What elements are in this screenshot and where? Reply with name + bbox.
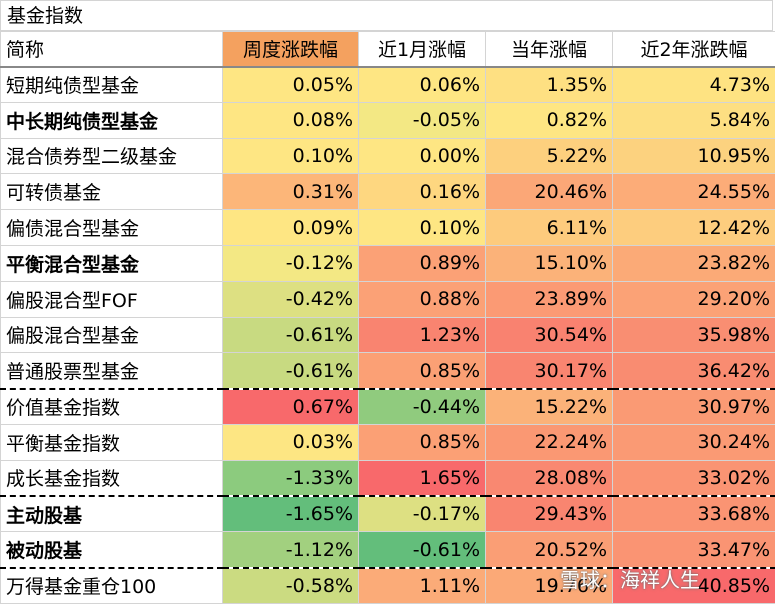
return-cell: 0.89% [359, 245, 486, 281]
header-cell: 当年涨幅 [486, 32, 613, 67]
return-cell: 29.20% [613, 281, 775, 317]
return-cell: 29.43% [486, 496, 613, 532]
return-cell: 22.24% [486, 424, 613, 460]
return-cell: 1.65% [359, 460, 486, 496]
header-cell: 近2年涨跌幅 [613, 32, 775, 67]
fund-name: 普通股票型基金 [1, 353, 223, 389]
return-cell: 1.23% [359, 317, 486, 353]
fund-name: 偏债混合型基金 [1, 210, 223, 246]
table-row: 成长基金指数-1.33%1.65%28.08%33.02% [1, 460, 775, 496]
header-cell: 近1月涨幅 [359, 32, 486, 67]
return-cell: 23.89% [486, 281, 613, 317]
return-cell: 33.47% [613, 532, 775, 568]
return-cell: 0.82% [486, 102, 613, 138]
table-title: 基金指数 [0, 0, 773, 31]
return-cell: 33.68% [613, 496, 775, 532]
return-cell: 30.97% [613, 389, 775, 425]
return-cell: 0.06% [359, 67, 486, 103]
return-cell: 0.88% [359, 281, 486, 317]
table-row: 普通股票型基金-0.61%0.85%30.17%36.42% [1, 353, 775, 389]
return-cell: 0.09% [223, 210, 359, 246]
return-cell: 0.10% [223, 138, 359, 174]
return-cell: 36.42% [613, 353, 775, 389]
return-cell: -0.17% [359, 496, 486, 532]
return-cell: 1.11% [359, 568, 486, 604]
fund-name: 混合债券型二级基金 [1, 138, 223, 174]
fund-name: 主动股基 [1, 496, 223, 532]
table-row: 偏股混合型基金-0.61%1.23%30.54%35.98% [1, 317, 775, 353]
fund-name: 可转债基金 [1, 174, 223, 210]
return-cell: -0.61% [223, 353, 359, 389]
return-cell: 23.82% [613, 245, 775, 281]
return-cell: 20.46% [486, 174, 613, 210]
fund-name: 成长基金指数 [1, 460, 223, 496]
return-cell: 0.08% [223, 102, 359, 138]
return-cell: 4.73% [613, 67, 775, 103]
fund-name: 被动股基 [1, 532, 223, 568]
return-cell: -0.58% [223, 568, 359, 604]
header-row: 简称周度涨跌幅近1月涨幅当年涨幅近2年涨跌幅 [1, 32, 775, 67]
table-row: 偏股混合型FOF-0.42%0.88%23.89%29.20% [1, 281, 775, 317]
return-cell: -0.42% [223, 281, 359, 317]
fund-name: 价值基金指数 [1, 389, 223, 425]
header-cell: 周度涨跌幅 [223, 32, 359, 67]
return-cell: 5.22% [486, 138, 613, 174]
return-cell: 0.85% [359, 424, 486, 460]
return-cell: 0.67% [223, 389, 359, 425]
return-cell: 12.42% [613, 210, 775, 246]
fund-name: 平衡混合型基金 [1, 245, 223, 281]
return-cell: 0.31% [223, 174, 359, 210]
return-cell: 0.10% [359, 210, 486, 246]
return-cell: 35.98% [613, 317, 775, 353]
return-cell: -0.61% [359, 532, 486, 568]
return-cell: 15.10% [486, 245, 613, 281]
return-cell: -1.33% [223, 460, 359, 496]
return-cell: 28.08% [486, 460, 613, 496]
watermark: 雪球：海祥人生 [560, 564, 700, 593]
return-cell: 0.00% [359, 138, 486, 174]
return-cell: 0.16% [359, 174, 486, 210]
return-cell: -0.44% [359, 389, 486, 425]
return-cell: -1.12% [223, 532, 359, 568]
return-cell: 15.22% [486, 389, 613, 425]
return-cell: 6.11% [486, 210, 613, 246]
return-cell: 0.85% [359, 353, 486, 389]
header-cell: 简称 [1, 32, 223, 67]
return-cell: 30.17% [486, 353, 613, 389]
return-cell: 5.84% [613, 102, 775, 138]
return-cell: 10.95% [613, 138, 775, 174]
fund-name: 中长期纯债型基金 [1, 102, 223, 138]
return-cell: -0.12% [223, 245, 359, 281]
table-row: 主动股基-1.65%-0.17%29.43%33.68% [1, 496, 775, 532]
return-cell: 30.24% [613, 424, 775, 460]
return-cell: -0.05% [359, 102, 486, 138]
return-cell: 33.02% [613, 460, 775, 496]
fund-name: 偏股混合型FOF [1, 281, 223, 317]
fund-name: 万得基金重仓100 [1, 568, 223, 604]
return-cell: 20.52% [486, 532, 613, 568]
return-cell: 24.55% [613, 174, 775, 210]
return-cell: 0.05% [223, 67, 359, 103]
return-cell: 1.35% [486, 67, 613, 103]
table-row: 被动股基-1.12%-0.61%20.52%33.47% [1, 532, 775, 568]
return-cell: 0.03% [223, 424, 359, 460]
fund-name: 短期纯债型基金 [1, 67, 223, 103]
fund-name: 偏股混合型基金 [1, 317, 223, 353]
return-cell: -0.61% [223, 317, 359, 353]
fund-name: 平衡基金指数 [1, 424, 223, 460]
return-cell: 30.54% [486, 317, 613, 353]
table-row: 平衡混合型基金-0.12%0.89%15.10%23.82% [1, 245, 775, 281]
return-cell: -1.65% [223, 496, 359, 532]
